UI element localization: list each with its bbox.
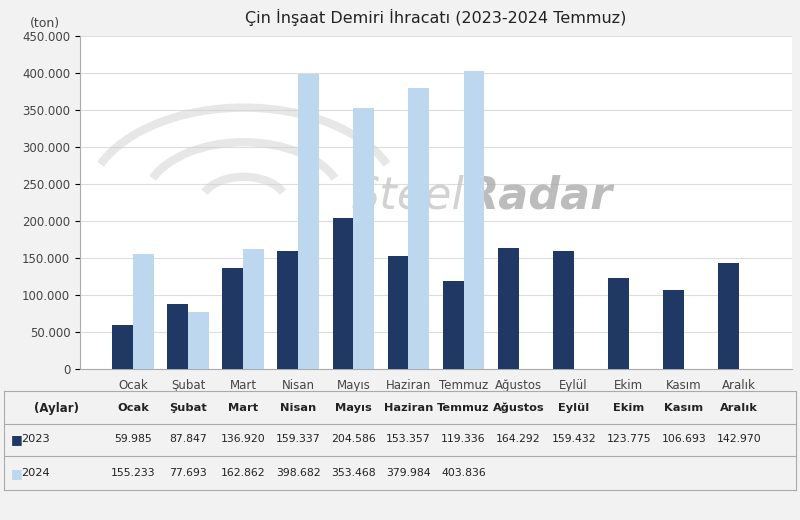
Text: 162.862: 162.862 [221, 468, 266, 478]
Text: 164.292: 164.292 [496, 434, 541, 445]
Text: Radar: Radar [465, 175, 613, 218]
Text: Eylül: Eylül [558, 403, 590, 413]
Bar [718, 264, 738, 369]
Text: 87.847: 87.847 [170, 434, 207, 445]
Bar [167, 304, 188, 369]
Bar [112, 325, 134, 369]
Text: Aralık: Aralık [720, 403, 758, 413]
Text: 142.970: 142.970 [716, 434, 761, 445]
Text: Kasım: Kasım [664, 403, 703, 413]
Bar [553, 251, 574, 369]
Bar [188, 312, 210, 369]
Text: Nisan: Nisan [280, 403, 317, 413]
Text: 153.357: 153.357 [386, 434, 430, 445]
Text: 398.682: 398.682 [276, 468, 321, 478]
Bar [243, 249, 264, 369]
Text: ■: ■ [10, 433, 22, 446]
Text: 159.337: 159.337 [276, 434, 321, 445]
Text: (ton): (ton) [30, 17, 60, 30]
Text: 2024: 2024 [22, 468, 50, 478]
Text: 204.586: 204.586 [331, 434, 376, 445]
Bar [442, 281, 463, 369]
Title: Çin İnşaat Demiri İhracatı (2023-2024 Temmuz): Çin İnşaat Demiri İhracatı (2023-2024 Te… [246, 8, 626, 25]
Bar [222, 268, 243, 369]
Bar [662, 290, 684, 369]
Text: Ekim: Ekim [613, 403, 644, 413]
Text: Şubat: Şubat [170, 403, 207, 413]
Text: 59.985: 59.985 [114, 434, 152, 445]
Text: Mayıs: Mayıs [335, 403, 372, 413]
Text: 106.693: 106.693 [662, 434, 706, 445]
Bar [134, 254, 154, 369]
Bar [298, 74, 319, 369]
Bar [278, 251, 298, 369]
Bar [409, 88, 430, 369]
Bar [463, 71, 485, 369]
Text: 136.920: 136.920 [221, 434, 266, 445]
Text: Ocak: Ocak [118, 403, 150, 413]
Text: Steel: Steel [352, 175, 465, 218]
Text: ■: ■ [10, 467, 22, 479]
Bar [387, 256, 409, 369]
Text: 2023: 2023 [22, 434, 50, 445]
Bar [354, 108, 374, 369]
Text: 353.468: 353.468 [331, 468, 376, 478]
Text: 123.775: 123.775 [606, 434, 651, 445]
Bar [498, 248, 518, 369]
Text: 119.336: 119.336 [442, 434, 486, 445]
Bar [333, 218, 354, 369]
Text: 159.432: 159.432 [551, 434, 596, 445]
Text: Temmuz: Temmuz [438, 403, 490, 413]
Bar [608, 278, 629, 369]
Text: Haziran: Haziran [384, 403, 433, 413]
Text: 77.693: 77.693 [170, 468, 207, 478]
Text: Ağustos: Ağustos [493, 403, 544, 413]
Text: 379.984: 379.984 [386, 468, 430, 478]
Text: 403.836: 403.836 [441, 468, 486, 478]
Text: (Aylar): (Aylar) [34, 401, 78, 415]
Text: 155.233: 155.233 [111, 468, 155, 478]
Text: Mart: Mart [228, 403, 258, 413]
